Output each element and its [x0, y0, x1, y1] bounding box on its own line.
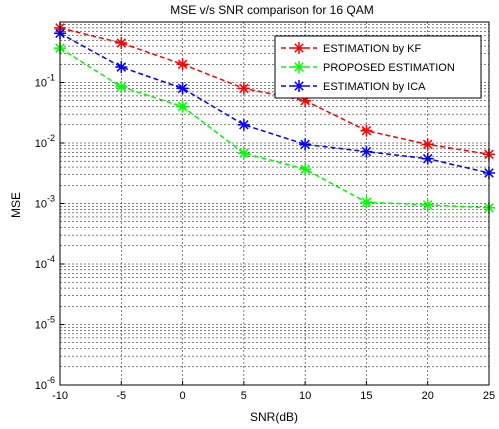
series-2-point: [299, 163, 312, 176]
legend-swatch-marker: [293, 80, 305, 92]
y-tick-label: 10-5: [35, 315, 55, 332]
y-axis-label: MSE: [9, 192, 23, 218]
legend: ESTIMATION by KF PROPOSED ESTIMATION ESTIM…: [274, 35, 482, 99]
x-tick-label: 20: [422, 390, 434, 402]
series-3-point: [360, 145, 373, 158]
series-3-point: [176, 82, 189, 95]
x-tick-label: -10: [52, 390, 68, 402]
legend-label: ESTIMATION by ICA: [323, 81, 426, 93]
x-axis-label: SNR(dB): [250, 410, 298, 424]
x-tick-label: 5: [241, 390, 247, 402]
series-3-point: [421, 152, 434, 165]
y-tick-label: 10-2: [35, 133, 55, 150]
series-layer: [54, 21, 495, 214]
legend-label: ESTIMATION by KF: [323, 43, 421, 55]
series-line-2: [59, 47, 490, 209]
series-line-3: [59, 32, 490, 174]
x-tick-label: 10: [299, 390, 311, 402]
series-2-point: [115, 80, 128, 93]
x-tick-label: -5: [116, 390, 126, 402]
y-tick-label: 10-4: [35, 254, 55, 271]
series-1-point: [115, 36, 128, 49]
y-tick-label: 10-1: [35, 73, 55, 90]
legend-label: PROPOSED ESTIMATION: [323, 62, 455, 74]
legend-swatch-marker: [293, 42, 305, 54]
series-1-point: [421, 138, 434, 151]
series-2-point: [360, 196, 373, 209]
axis-ticks: -10 -5 0 5 10 15 20 25 10-6 10-5 10-4 10-3 10-2 10-1: [35, 73, 495, 403]
legend-swatch-marker: [293, 61, 305, 73]
x-tick-label: 25: [483, 390, 495, 402]
series-3-point: [115, 61, 128, 74]
x-tick-label: 15: [360, 390, 372, 402]
chart-title: MSE v/s SNR comparison for 16 QAM: [170, 3, 373, 17]
series-1-point: [360, 124, 373, 137]
series-2-point: [237, 147, 250, 160]
y-tick-label: 10-6: [35, 375, 55, 392]
x-tick-label: 0: [180, 390, 186, 402]
series-3-point: [299, 138, 312, 151]
series-1-point: [176, 58, 189, 71]
series-1-point: [237, 82, 250, 95]
y-tick-label: 10-3: [35, 194, 55, 211]
series-3-point: [237, 118, 250, 131]
series-2-point: [176, 100, 189, 113]
series-2-point: [421, 198, 434, 211]
